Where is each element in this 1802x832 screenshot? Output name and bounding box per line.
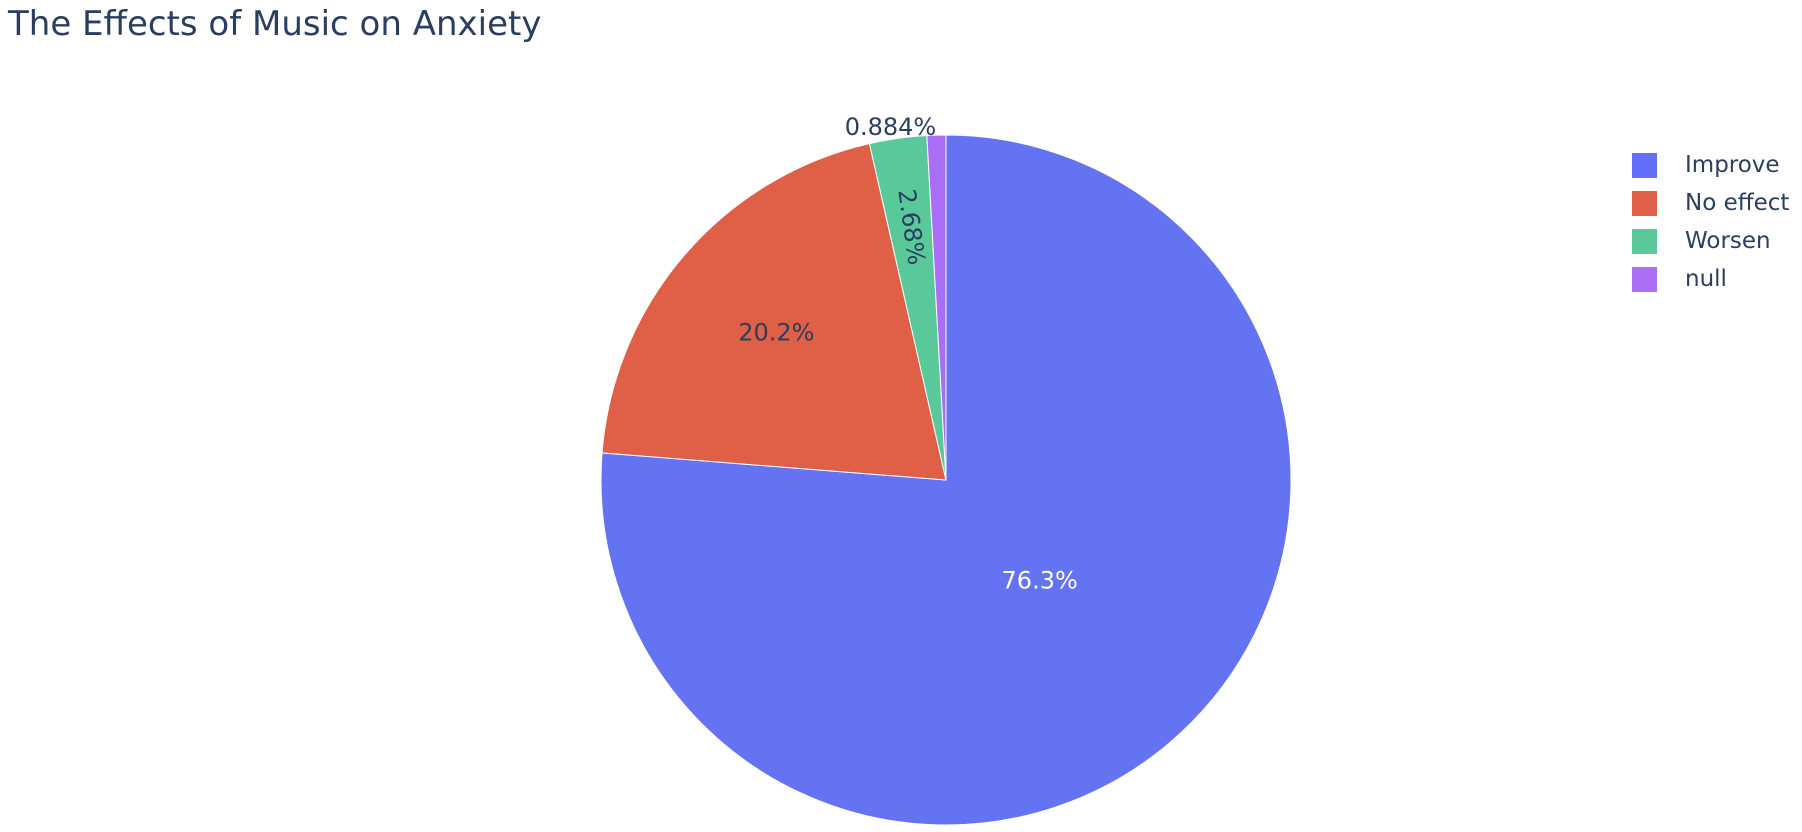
pie-slice-labels: 76.3%20.2%2.68%0.884% xyxy=(738,113,1078,594)
legend-item-no-effect[interactable]: No effect xyxy=(1632,184,1789,222)
legend-label-no-effect: No effect xyxy=(1685,190,1790,216)
legend-label-null: null xyxy=(1685,266,1727,292)
chart-title: The Effects of Music on Anxiety xyxy=(8,4,542,44)
legend-item-worsen[interactable]: Worsen xyxy=(1632,222,1789,260)
legend-label-improve: Improve xyxy=(1685,152,1780,178)
legend-swatch-no-effect xyxy=(1632,190,1657,216)
pie-slices xyxy=(600,134,1292,826)
pie-label-no-effect: 20.2% xyxy=(738,318,814,346)
legend: Improve No effect Worsen null xyxy=(1632,146,1789,298)
legend-swatch-null xyxy=(1632,266,1657,292)
pie-slice-no-effect[interactable] xyxy=(601,143,947,481)
legend-swatch-worsen xyxy=(1632,228,1657,254)
pie-label-null: 0.884% xyxy=(845,113,937,141)
legend-label-worsen: Worsen xyxy=(1685,228,1771,254)
legend-swatch-improve xyxy=(1632,152,1657,178)
legend-item-improve[interactable]: Improve xyxy=(1632,146,1789,184)
legend-item-null[interactable]: null xyxy=(1632,260,1789,298)
pie-slice-null[interactable] xyxy=(926,134,947,481)
pie-label-improve: 76.3% xyxy=(1002,566,1078,594)
